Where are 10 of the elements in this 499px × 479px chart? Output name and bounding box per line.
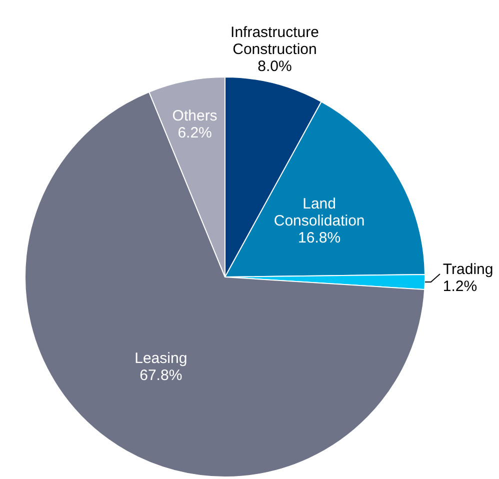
slice-label: Others bbox=[172, 107, 218, 124]
data-label: 6.2% bbox=[178, 124, 212, 142]
data-label: 16.8% bbox=[298, 229, 341, 246]
data-label: 67.8% bbox=[140, 366, 182, 384]
data-label: 8.0% bbox=[258, 58, 292, 75]
slice-label: Leasing bbox=[134, 350, 188, 367]
slice-label: Infrastructure Construction bbox=[230, 24, 319, 58]
data-label: 1.2% bbox=[442, 278, 478, 296]
slice-label: Trading bbox=[442, 261, 494, 278]
slice-label: Land Consolidation bbox=[274, 195, 365, 230]
